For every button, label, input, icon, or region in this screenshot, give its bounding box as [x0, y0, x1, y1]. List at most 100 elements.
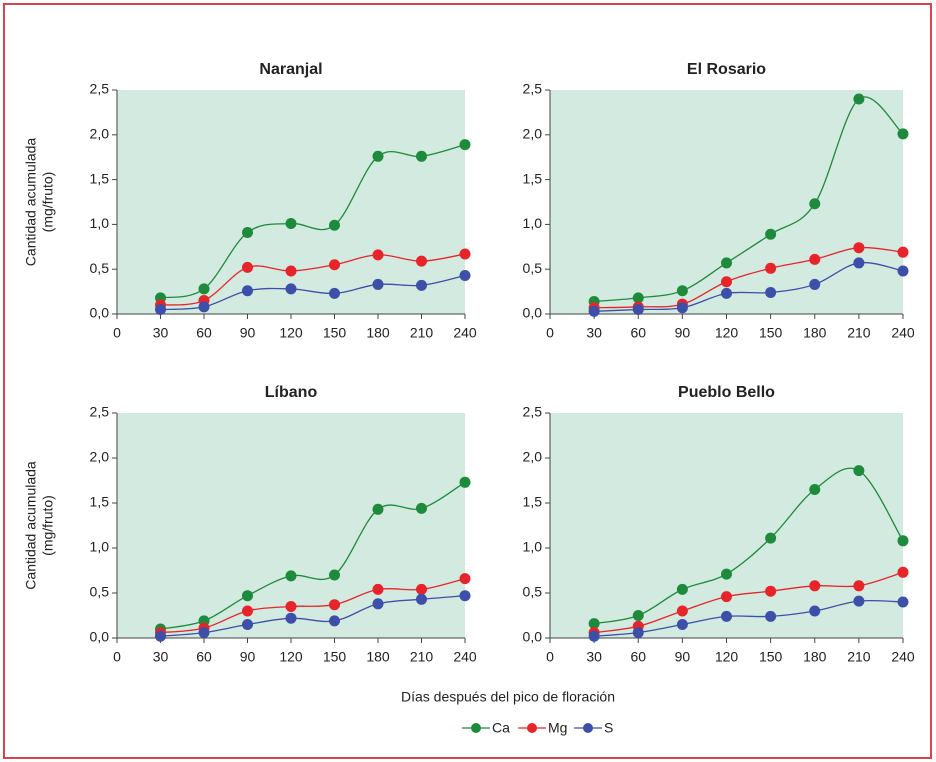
- point: [329, 259, 340, 271]
- point: [765, 262, 777, 274]
- y-tick-label: 0,5: [90, 584, 110, 600]
- point: [242, 285, 253, 297]
- chart-title: Pueblo Bello: [678, 384, 775, 401]
- point: [242, 619, 253, 630]
- x-tick-label: 120: [715, 325, 739, 341]
- point: [676, 605, 688, 617]
- x-tick-label: 60: [630, 649, 646, 665]
- y-axis-label: (mg/fruto): [40, 172, 56, 233]
- x-tick-label: 30: [153, 649, 169, 665]
- point: [198, 283, 210, 295]
- point: [721, 287, 732, 299]
- point: [155, 304, 166, 316]
- point: [765, 286, 777, 298]
- point: [372, 278, 384, 290]
- point: [459, 590, 471, 602]
- x-tick-label: 180: [366, 325, 390, 341]
- point: [459, 476, 471, 488]
- x-tick-label: 210: [410, 649, 434, 665]
- point: [329, 287, 340, 299]
- y-tick-label: 0,0: [523, 629, 543, 645]
- point: [809, 605, 821, 617]
- point: [809, 198, 821, 210]
- x-tick-label: 120: [279, 325, 303, 341]
- point: [459, 248, 471, 260]
- point: [588, 618, 600, 630]
- x-tick-label: 90: [240, 649, 256, 665]
- point: [285, 570, 297, 582]
- x-tick-label: 240: [453, 649, 477, 665]
- x-tick-label: 0: [113, 325, 121, 341]
- point: [632, 627, 644, 639]
- point: [765, 585, 777, 597]
- legend-marker: [583, 723, 593, 733]
- point: [721, 276, 732, 288]
- point: [416, 593, 427, 605]
- point: [285, 218, 297, 230]
- point: [372, 249, 384, 261]
- y-tick-label: 2,0: [523, 449, 543, 465]
- point: [897, 265, 909, 277]
- x-tick-label: 30: [153, 325, 169, 341]
- point: [765, 532, 777, 544]
- y-axis-label: (mg/fruto): [40, 495, 56, 556]
- x-tick-label: 90: [240, 325, 256, 341]
- x-tick-label: 90: [675, 325, 691, 341]
- y-tick-label: 0,5: [90, 260, 110, 276]
- point: [329, 615, 340, 627]
- x-tick-label: 120: [715, 649, 739, 665]
- y-tick-label: 1,0: [523, 215, 543, 231]
- y-tick-label: 1,0: [90, 539, 110, 555]
- point: [416, 255, 427, 267]
- point: [853, 93, 865, 105]
- x-tick-label: 0: [546, 325, 554, 341]
- series-line: [160, 481, 466, 630]
- point: [372, 150, 384, 162]
- y-tick-label: 1,5: [90, 170, 110, 186]
- y-tick-label: 2,5: [523, 81, 543, 97]
- y-tick-label: 2,0: [90, 126, 110, 142]
- chart-title: Naranjal: [259, 61, 322, 78]
- x-tick-label: 150: [323, 649, 347, 665]
- x-tick-label: 60: [196, 325, 212, 341]
- x-tick-label: 240: [453, 325, 477, 341]
- y-tick-label: 0,0: [90, 305, 110, 321]
- x-tick-label: 240: [891, 649, 915, 665]
- point: [809, 484, 821, 495]
- y-tick-label: 0,5: [523, 260, 543, 276]
- x-tick-label: 150: [759, 649, 783, 665]
- point: [459, 139, 471, 151]
- point: [416, 279, 427, 291]
- point: [285, 265, 297, 277]
- point: [809, 580, 821, 592]
- point: [721, 610, 732, 622]
- y-tick-label: 0,0: [523, 305, 543, 321]
- point: [285, 283, 297, 295]
- legend-label: Ca: [492, 720, 510, 736]
- point: [809, 253, 821, 265]
- x-tick-label: 30: [586, 649, 602, 665]
- point: [416, 502, 427, 514]
- point: [721, 568, 732, 580]
- y-tick-label: 2,5: [90, 404, 110, 420]
- point: [416, 583, 427, 595]
- point: [765, 610, 777, 622]
- point: [897, 246, 909, 258]
- y-tick-label: 1,5: [90, 494, 110, 510]
- point: [676, 285, 688, 297]
- chart-title: El Rosario: [687, 61, 766, 78]
- point: [285, 601, 297, 612]
- point: [242, 590, 253, 602]
- y-tick-label: 0,0: [90, 629, 110, 645]
- point: [721, 591, 732, 603]
- point: [329, 569, 340, 581]
- point: [676, 583, 688, 595]
- point: [676, 619, 688, 630]
- point: [242, 605, 253, 617]
- x-tick-label: 180: [803, 649, 827, 665]
- point: [853, 465, 865, 477]
- x-tick-label: 0: [546, 649, 554, 665]
- point: [372, 598, 384, 610]
- point: [721, 257, 732, 269]
